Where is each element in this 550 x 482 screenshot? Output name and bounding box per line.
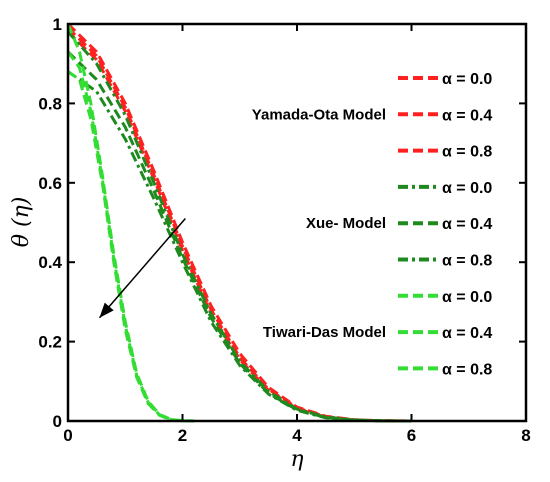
legend-label-2: α = 0.4	[442, 107, 492, 124]
legend-label-3: α = 0.8	[442, 144, 492, 161]
x-tick-label: 8	[521, 426, 530, 445]
series-line-6	[67, 70, 412, 423]
series-line-5	[66, 50, 412, 423]
y-tick-label: 0.4	[38, 253, 62, 272]
legend-label-8: α = 0.4	[442, 325, 492, 342]
x-axis-label: η	[290, 447, 303, 472]
axis-ticks: 0 2 4 6 8 0 0.2 0.4 0.6 0.8 1	[38, 15, 530, 445]
legend-group-label-2: Xue- Model	[306, 215, 386, 232]
y-axis-label: θ (η)	[9, 197, 34, 248]
legend-label-5: α = 0.4	[442, 216, 492, 233]
series-line-3	[66, 30, 412, 423]
legend: α = 0.0 α = 0.4 α = 0.8 α = 0.0 α = 0.4 α = 0…	[252, 71, 493, 378]
legend-group-label-3: Tiwari-Das Model	[263, 324, 386, 341]
y-tick-label: 0.8	[38, 94, 62, 113]
y-tick-label: 0	[53, 412, 62, 431]
legend-label-4: α = 0.0	[442, 180, 492, 197]
x-tick-label: 6	[407, 426, 416, 445]
legend-label-1: α = 0.0	[442, 71, 492, 88]
trend-arrow	[98, 218, 186, 319]
legend-label-7: α = 0.0	[442, 289, 492, 306]
arrow-shaft	[98, 218, 186, 319]
legend-label-6: α = 0.8	[442, 253, 492, 270]
y-tick-label: 0.2	[38, 333, 62, 352]
x-tick-label: 2	[178, 426, 187, 445]
legend-group-label-1: Yamada-Ota Model	[252, 106, 386, 123]
y-tick-label: 0.6	[38, 174, 62, 193]
x-tick-label: 4	[292, 426, 302, 445]
legend-label-9: α = 0.8	[442, 361, 492, 378]
x-tick-label: 0	[63, 426, 72, 445]
y-tick-label: 1	[53, 15, 62, 34]
arrow-head	[99, 302, 114, 318]
